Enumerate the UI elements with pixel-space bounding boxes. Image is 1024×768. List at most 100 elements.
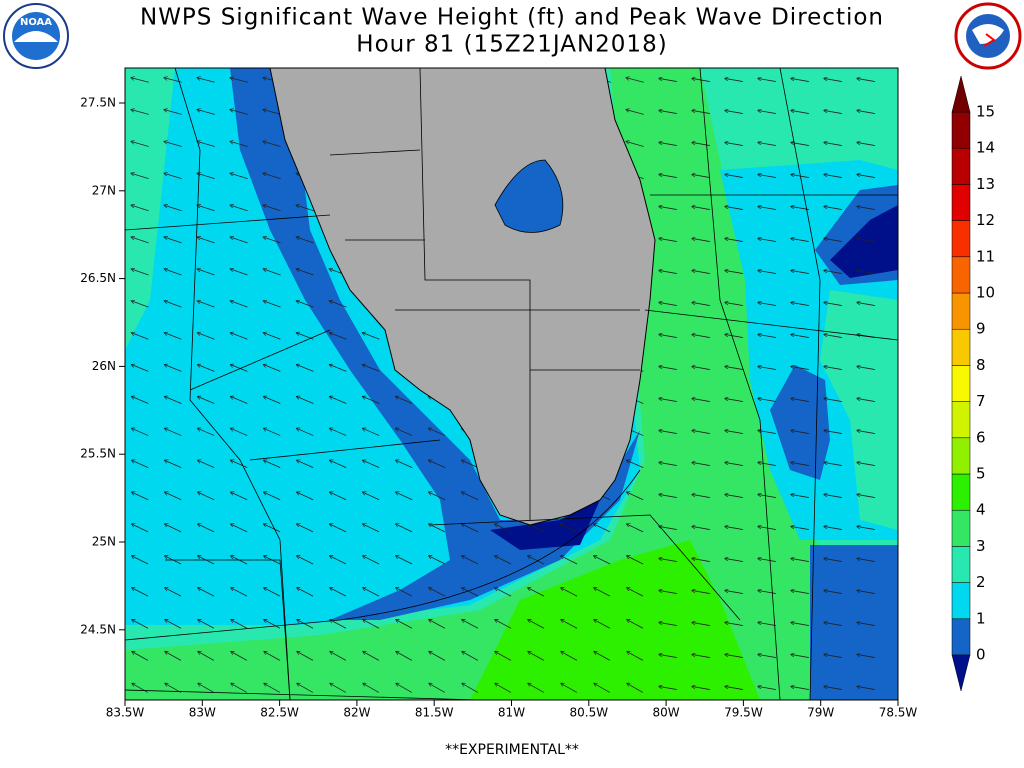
arrow bbox=[692, 238, 710, 242]
arrow bbox=[429, 620, 446, 629]
arrow bbox=[791, 238, 809, 242]
arrow bbox=[165, 588, 182, 597]
arrow bbox=[725, 462, 743, 466]
arrow bbox=[528, 556, 545, 565]
lon-label: 81W bbox=[498, 706, 525, 720]
arrow bbox=[758, 686, 776, 690]
colorbar-label: 2 bbox=[976, 573, 986, 591]
arrow bbox=[462, 460, 479, 469]
arrow bbox=[528, 524, 545, 533]
arrow bbox=[692, 622, 710, 626]
arrow bbox=[725, 590, 743, 594]
arrow bbox=[363, 620, 380, 629]
lon-label: 79.5W bbox=[724, 706, 763, 720]
arrow bbox=[198, 460, 215, 469]
arrow bbox=[132, 588, 149, 597]
arrow bbox=[330, 428, 347, 436]
arrow bbox=[791, 430, 809, 434]
arrow bbox=[495, 652, 512, 661]
arrow bbox=[725, 110, 743, 114]
arrow bbox=[758, 366, 776, 370]
colorbar-label: 9 bbox=[976, 320, 986, 338]
arrow bbox=[131, 205, 149, 212]
arrow bbox=[725, 174, 743, 178]
arrow bbox=[824, 366, 842, 370]
arrow bbox=[659, 398, 677, 402]
arrow bbox=[725, 366, 743, 370]
wave-zone bbox=[125, 68, 175, 350]
arrow bbox=[758, 622, 776, 626]
arrow bbox=[165, 652, 182, 661]
arrow bbox=[330, 556, 347, 565]
colorbar-band bbox=[951, 365, 971, 402]
arrow bbox=[198, 301, 215, 308]
arrow bbox=[230, 142, 248, 147]
arrow bbox=[857, 686, 875, 690]
arrow bbox=[363, 556, 380, 565]
arrow bbox=[231, 333, 248, 340]
arrow bbox=[297, 397, 314, 404]
arrow bbox=[297, 524, 314, 533]
subtitle: Hour 81 (15Z21JAN2018) bbox=[356, 32, 667, 58]
lon-label: 78.5W bbox=[879, 706, 918, 720]
arrow bbox=[758, 494, 776, 498]
arrow bbox=[758, 558, 776, 562]
arrow bbox=[363, 652, 380, 661]
arrow bbox=[692, 430, 710, 434]
arrow bbox=[627, 460, 644, 469]
arrow bbox=[297, 460, 314, 469]
arrow bbox=[132, 460, 149, 469]
lon-label: 80W bbox=[653, 706, 680, 720]
arrow bbox=[824, 430, 842, 434]
colorbar-label: 12 bbox=[976, 211, 995, 229]
arrow bbox=[197, 205, 215, 212]
arrow bbox=[264, 492, 281, 501]
colorbar-label: 4 bbox=[976, 501, 986, 519]
arrow bbox=[297, 269, 314, 276]
arrow bbox=[264, 524, 281, 533]
arrow bbox=[758, 174, 776, 178]
arrow bbox=[692, 494, 710, 498]
arrow bbox=[824, 206, 842, 210]
arrow bbox=[297, 365, 314, 372]
arrow bbox=[330, 460, 347, 469]
arrow bbox=[230, 237, 248, 244]
arrow bbox=[857, 398, 875, 402]
arrow bbox=[231, 620, 248, 629]
arrow bbox=[626, 110, 644, 115]
lat-label: 27N bbox=[92, 183, 116, 197]
arrow bbox=[626, 142, 644, 147]
arrow bbox=[230, 78, 248, 83]
arrow bbox=[165, 460, 182, 469]
colorbar-band bbox=[951, 220, 971, 258]
arrow bbox=[758, 462, 776, 466]
arrow bbox=[429, 492, 446, 501]
arrow bbox=[198, 428, 215, 436]
arrow bbox=[230, 173, 248, 179]
colorbar-band bbox=[951, 184, 971, 221]
arrow bbox=[197, 110, 215, 115]
arrow bbox=[857, 270, 875, 274]
arrow bbox=[330, 301, 347, 308]
arrow bbox=[231, 652, 248, 661]
arrow bbox=[197, 78, 215, 83]
arrow bbox=[659, 622, 677, 626]
arrow bbox=[824, 142, 842, 146]
arrow bbox=[758, 142, 776, 146]
boundaries bbox=[125, 68, 898, 700]
arrow bbox=[791, 398, 809, 402]
arrow bbox=[231, 428, 248, 436]
arrow bbox=[396, 524, 413, 533]
arrow bbox=[131, 237, 149, 244]
arrow bbox=[627, 492, 644, 501]
arrow bbox=[264, 365, 281, 372]
arrow bbox=[330, 588, 347, 597]
colorbar-label: 7 bbox=[976, 392, 986, 410]
arrow bbox=[659, 366, 677, 370]
arrow bbox=[396, 556, 413, 565]
arrow bbox=[297, 588, 314, 597]
arrow bbox=[824, 590, 842, 594]
lon-label: 79W bbox=[807, 706, 834, 720]
arrow bbox=[791, 590, 809, 594]
arrow bbox=[594, 684, 611, 693]
